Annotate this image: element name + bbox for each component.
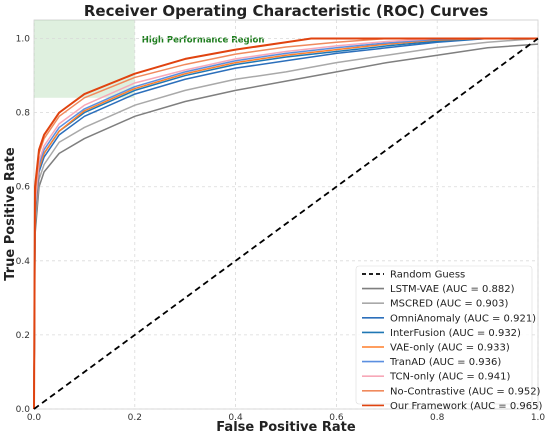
y-axis-label: True Positive Rate	[3, 147, 18, 281]
y-tick-label: 0.6	[16, 183, 31, 193]
legend-entry-label: InterFusion (AUC = 0.932)	[390, 328, 521, 339]
roc-curve-2	[33, 37, 539, 410]
y-tick-label: 0.8	[16, 109, 31, 119]
legend-entry-label: MSCRED (AUC = 0.903)	[390, 299, 509, 310]
legend-entry-label: Our Framework (AUC = 0.965)	[390, 401, 542, 412]
chart-title: Receiver Operating Characteristic (ROC) …	[84, 2, 488, 20]
y-tick-label: 1.0	[16, 35, 31, 45]
y-tick-label: 0.0	[16, 405, 31, 415]
legend-entry-label: LSTM-VAE (AUC = 0.882)	[390, 284, 515, 295]
y-tick-label: 0.4	[16, 257, 31, 267]
y-tick-label: 0.2	[16, 331, 30, 341]
x-axis-label: False Positive Rate	[216, 420, 356, 435]
legend-entry-label: OmniAnomaly (AUC = 0.921)	[390, 313, 536, 324]
legend-entry-label: TCN-only (AUC = 0.941)	[389, 372, 511, 383]
legend-entry-label: Random Guess	[390, 270, 465, 281]
roc-curves	[33, 37, 539, 410]
roc-curve-6	[33, 37, 538, 410]
roc-curve-1	[33, 43, 539, 410]
random-guess-line	[33, 37, 539, 410]
x-tick-label: 0.8	[430, 413, 445, 423]
high-performance-region-label: High Performance Region	[142, 36, 265, 46]
x-tick-label: 0.0	[27, 413, 42, 423]
legend-entry-label: TranAD (AUC = 0.936)	[389, 357, 501, 368]
x-tick-label: 0.2	[128, 413, 142, 423]
x-tick-label: 0.4	[228, 413, 243, 423]
legend-entry-label: No-Contrastive (AUC = 0.952)	[390, 386, 541, 397]
axis-ticks: 0.0 0.2 0.4 0.6 0.8 1.0 0.0 0.2 0.4 0.6 0.8 1.0	[16, 35, 546, 423]
roc-curve-3	[33, 37, 538, 410]
x-tick-label: 0.6	[329, 413, 344, 423]
legend-entry-label: VAE-only (AUC = 0.933)	[390, 343, 510, 354]
legend: Random Guess LSTM-VAE (AUC = 0.882) MSCRED…	[355, 265, 542, 412]
x-tick-label: 1.0	[531, 413, 546, 423]
roc-curve-5	[33, 37, 538, 410]
roc-curve-9	[33, 37, 538, 410]
high-performance-region	[34, 20, 135, 98]
